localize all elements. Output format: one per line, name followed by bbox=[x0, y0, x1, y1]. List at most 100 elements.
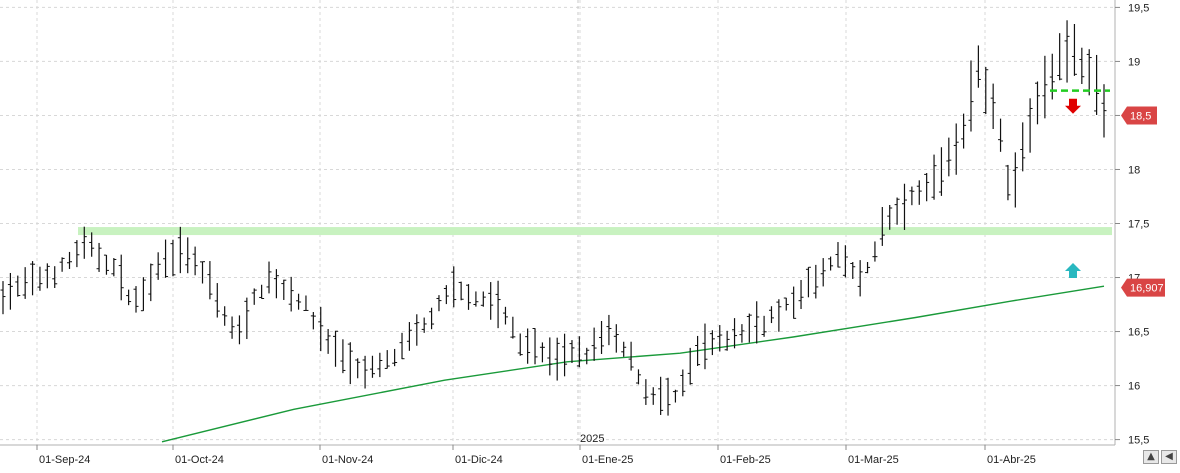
price-bar bbox=[650, 387, 656, 405]
price-bar bbox=[562, 333, 568, 377]
price-bar bbox=[975, 45, 981, 88]
price-bar bbox=[1071, 24, 1077, 76]
price-bar bbox=[1094, 54, 1100, 115]
price-bar bbox=[983, 66, 989, 115]
y-tick-label: 19,5 bbox=[1128, 2, 1149, 14]
price-bar bbox=[643, 379, 649, 405]
price-bar bbox=[584, 347, 590, 365]
price-bar bbox=[466, 284, 472, 310]
price-bar bbox=[717, 325, 723, 352]
price-bar bbox=[170, 239, 176, 277]
price-bar bbox=[429, 307, 435, 330]
price-bar bbox=[377, 352, 383, 378]
price-bar bbox=[15, 275, 21, 297]
price-bar bbox=[865, 261, 871, 274]
price-bar bbox=[325, 329, 331, 354]
x-tick-label: 01-Nov-24 bbox=[322, 454, 373, 466]
price-bar bbox=[842, 245, 848, 278]
price-bar bbox=[828, 256, 834, 271]
price-bar bbox=[259, 284, 265, 300]
price-bar bbox=[310, 312, 316, 330]
price-bar bbox=[739, 324, 745, 343]
price-bar bbox=[236, 315, 242, 345]
price-bar bbox=[599, 320, 605, 354]
y-tick-label: 18 bbox=[1128, 164, 1140, 176]
price-bar bbox=[1079, 47, 1085, 85]
price-tag: 18,5 bbox=[1121, 106, 1157, 125]
price-bar bbox=[576, 336, 582, 368]
price-tags-layer: 18,5 16,907 bbox=[1121, 106, 1165, 297]
price-bar bbox=[52, 266, 58, 289]
support-layer bbox=[78, 227, 1112, 236]
price-bar bbox=[406, 322, 412, 351]
moving-average-layer bbox=[161, 285, 1105, 443]
price-bar bbox=[473, 291, 479, 307]
price-bar bbox=[510, 316, 516, 339]
price-bar bbox=[879, 207, 885, 246]
x-tick-label: 01-Feb-25 bbox=[720, 454, 771, 466]
x-tick-label: 01-Oct-24 bbox=[175, 454, 224, 466]
down-arrow-icon bbox=[1065, 98, 1081, 114]
price-bar bbox=[894, 197, 900, 225]
price-tag-label: 18,5 bbox=[1130, 110, 1151, 122]
price-bar bbox=[517, 333, 523, 356]
support-band bbox=[78, 227, 1112, 236]
price-bar bbox=[288, 276, 294, 312]
price-bar bbox=[850, 261, 856, 279]
price-bar bbox=[414, 314, 420, 346]
price-bar bbox=[59, 257, 65, 272]
price-bar bbox=[392, 348, 398, 367]
price-bar bbox=[74, 240, 80, 268]
price-bar bbox=[621, 341, 627, 357]
scroll-up-button[interactable]: ▲ bbox=[1143, 450, 1159, 464]
price-bar bbox=[273, 269, 279, 299]
price-bar bbox=[362, 355, 368, 389]
price-bar bbox=[1034, 81, 1040, 125]
price-bar bbox=[244, 297, 250, 340]
price-bar bbox=[148, 263, 154, 302]
price-bar bbox=[451, 266, 457, 308]
x-tick-label: 01-Dic-24 bbox=[455, 454, 503, 466]
overlay-layer bbox=[1050, 89, 1110, 279]
price-bar bbox=[665, 377, 671, 416]
y-tick-label: 16 bbox=[1128, 381, 1140, 393]
price-bar bbox=[185, 237, 191, 274]
price-bar bbox=[1057, 33, 1063, 81]
price-bar bbox=[443, 285, 449, 305]
price-bar bbox=[938, 147, 944, 196]
price-bar bbox=[968, 60, 974, 132]
price-bar bbox=[1042, 55, 1048, 119]
price-bar bbox=[96, 242, 102, 272]
price-bar bbox=[1064, 20, 1070, 83]
price-bar bbox=[798, 279, 804, 310]
price-bar bbox=[251, 288, 257, 305]
x-axis-labels: 01-Sep-24 01-Oct-24 01-Nov-24 01-Dic-24 01-E… bbox=[36, 445, 1036, 466]
price-bar bbox=[1027, 98, 1033, 153]
price-bar bbox=[281, 279, 287, 300]
price-bar bbox=[1101, 84, 1107, 138]
price-bar bbox=[998, 118, 1004, 152]
price-bar bbox=[805, 266, 811, 298]
price-bar bbox=[495, 280, 501, 329]
price-bar bbox=[887, 204, 893, 230]
price-bar bbox=[44, 263, 50, 289]
scroll-left-button[interactable]: ◀ bbox=[1161, 450, 1177, 464]
price-bar bbox=[776, 299, 782, 332]
y-tick-label: 17,5 bbox=[1128, 219, 1149, 231]
x-tick-label: 01-Ene-25 bbox=[582, 454, 633, 466]
price-bar bbox=[303, 295, 309, 311]
price-bar bbox=[732, 318, 738, 349]
price-bar bbox=[192, 246, 198, 276]
price-bar bbox=[1005, 164, 1011, 201]
price-tag: 16,907 bbox=[1121, 278, 1165, 297]
price-bar bbox=[569, 340, 575, 363]
price-bar bbox=[813, 264, 819, 299]
price-bar bbox=[680, 369, 686, 397]
price-bar bbox=[22, 267, 28, 299]
price-bar bbox=[89, 232, 95, 257]
price-bar bbox=[1012, 152, 1018, 208]
price-bar bbox=[961, 113, 967, 149]
price-tag-label: 16,907 bbox=[1130, 283, 1164, 295]
